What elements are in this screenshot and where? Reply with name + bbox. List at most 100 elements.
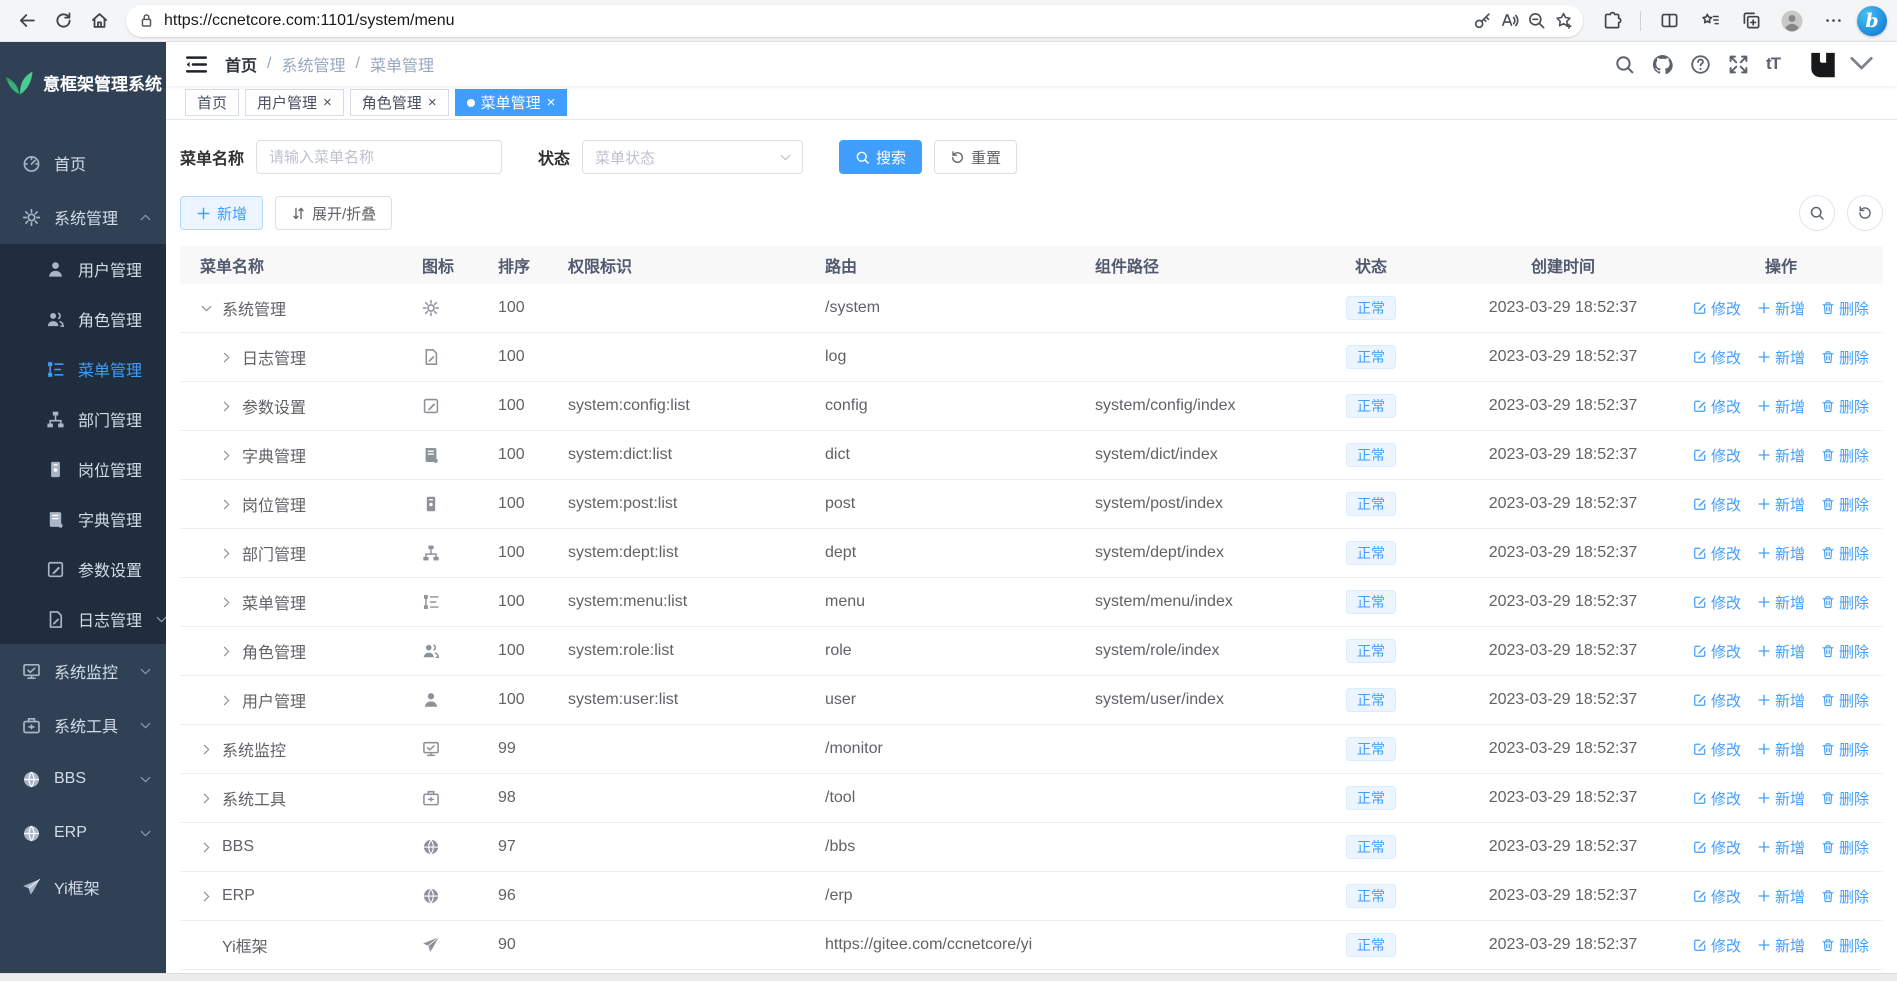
favorites-icon[interactable] (1693, 5, 1727, 37)
edit-link[interactable]: 修改 (1693, 445, 1741, 466)
delete-link[interactable]: 删除 (1821, 347, 1869, 368)
more-menu-icon[interactable] (1816, 5, 1850, 37)
toggle-search-button[interactable] (1799, 195, 1835, 231)
add-link[interactable]: 新增 (1757, 445, 1805, 466)
expand-caret-icon[interactable] (220, 351, 233, 364)
tab-close-icon[interactable]: × (546, 94, 556, 111)
add-link[interactable]: 新增 (1757, 396, 1805, 417)
expand-caret-icon[interactable] (200, 743, 213, 756)
delete-link[interactable]: 删除 (1821, 690, 1869, 711)
breadcrumb-item[interactable]: 系统管理 (281, 58, 346, 75)
reset-button[interactable]: 重置 (934, 140, 1018, 174)
delete-link[interactable]: 删除 (1821, 494, 1869, 515)
edit-link[interactable]: 修改 (1693, 396, 1741, 417)
sidebar-item-menu[interactable]: 菜单管理 (0, 344, 166, 394)
add-link[interactable]: 新增 (1757, 592, 1805, 613)
delete-link[interactable]: 删除 (1821, 396, 1869, 417)
reload-icon[interactable] (46, 5, 80, 37)
expand-caret-icon[interactable] (220, 645, 233, 658)
sidebar-item-monitor[interactable]: 系统监控 (0, 644, 166, 698)
sidebar-item-log[interactable]: 日志管理 (0, 594, 166, 644)
delete-link[interactable]: 删除 (1821, 445, 1869, 466)
edit-link[interactable]: 修改 (1693, 347, 1741, 368)
page-tab[interactable]: 首页 (185, 89, 240, 116)
sidebar-item-user[interactable]: 用户管理 (0, 244, 166, 294)
edit-link[interactable]: 修改 (1693, 543, 1741, 564)
back-icon[interactable] (10, 5, 44, 37)
add-link[interactable]: 新增 (1757, 788, 1805, 809)
add-link[interactable]: 新增 (1757, 935, 1805, 956)
edit-link[interactable]: 修改 (1693, 494, 1741, 515)
favorite-add-icon[interactable] (1554, 11, 1573, 30)
status-select[interactable]: 菜单状态 (582, 140, 804, 174)
sidebar-item-dept[interactable]: 部门管理 (0, 394, 166, 444)
expand-caret-icon[interactable] (220, 596, 233, 609)
delete-link[interactable]: 删除 (1821, 641, 1869, 662)
sidebar-item-gear[interactable]: 系统管理 (0, 190, 166, 244)
page-tab[interactable]: 用户管理 × (245, 89, 344, 116)
expand-caret-icon[interactable] (220, 694, 233, 707)
read-aloud-icon[interactable] (1500, 11, 1519, 30)
expand-caret-icon[interactable] (200, 302, 213, 315)
expand-caret-icon[interactable] (220, 498, 233, 511)
key-icon[interactable] (1473, 11, 1492, 30)
expand-caret-icon[interactable] (220, 547, 233, 560)
tab-close-icon[interactable]: × (427, 94, 437, 111)
sidebar-item-plane[interactable]: Yi框架 (0, 860, 166, 914)
user-menu[interactable] (1807, 48, 1878, 80)
add-link[interactable]: 新增 (1757, 298, 1805, 319)
delete-link[interactable]: 删除 (1821, 739, 1869, 760)
zoom-out-icon[interactable] (1527, 11, 1546, 30)
add-button[interactable]: 新增 (180, 196, 264, 230)
edit-link[interactable]: 修改 (1693, 935, 1741, 956)
page-tab[interactable]: 角色管理 × (349, 89, 449, 116)
add-link[interactable]: 新增 (1757, 886, 1805, 907)
sidebar-item-role[interactable]: 角色管理 (0, 294, 166, 344)
expand-caret-icon[interactable] (220, 400, 233, 413)
sidebar-item-globe[interactable]: ERP (0, 806, 166, 860)
sidebar-item-dict[interactable]: 字典管理 (0, 494, 166, 544)
search-button[interactable]: 搜索 (839, 140, 923, 174)
edit-link[interactable]: 修改 (1693, 641, 1741, 662)
home-icon[interactable] (82, 5, 116, 37)
delete-link[interactable]: 删除 (1821, 886, 1869, 907)
sidebar-item-globe[interactable]: BBS (0, 752, 166, 806)
help-icon[interactable] (1690, 54, 1711, 75)
expand-caret-icon[interactable] (200, 792, 213, 805)
expand-collapse-button[interactable]: 展开/折叠 (275, 196, 393, 230)
collapse-sidebar-icon[interactable] (185, 53, 208, 76)
edit-link[interactable]: 修改 (1693, 837, 1741, 858)
extensions-icon[interactable] (1595, 5, 1629, 37)
search-icon[interactable] (1614, 54, 1635, 75)
delete-link[interactable]: 删除 (1821, 592, 1869, 613)
sidebar-item-tool[interactable]: 系统工具 (0, 698, 166, 752)
menu-name-input[interactable] (256, 140, 503, 174)
page-tab[interactable]: 菜单管理 × (454, 89, 568, 116)
sidebar-item-dashboard[interactable]: 首页 (0, 136, 166, 190)
sidebar-item-post[interactable]: 岗位管理 (0, 444, 166, 494)
add-link[interactable]: 新增 (1757, 641, 1805, 662)
edit-link[interactable]: 修改 (1693, 690, 1741, 711)
url-text[interactable]: https://ccnetcore.com:1101/system/menu (164, 11, 455, 29)
edit-link[interactable]: 修改 (1693, 886, 1741, 907)
edit-link[interactable]: 修改 (1693, 739, 1741, 760)
edit-link[interactable]: 修改 (1693, 592, 1741, 613)
add-link[interactable]: 新增 (1757, 690, 1805, 711)
delete-link[interactable]: 删除 (1821, 935, 1869, 956)
delete-link[interactable]: 删除 (1821, 837, 1869, 858)
profile-avatar[interactable] (1775, 5, 1809, 37)
delete-link[interactable]: 删除 (1821, 298, 1869, 319)
add-link[interactable]: 新增 (1757, 347, 1805, 368)
breadcrumb-item[interactable]: 菜单管理 (369, 58, 434, 75)
delete-link[interactable]: 删除 (1821, 543, 1869, 564)
add-link[interactable]: 新增 (1757, 494, 1805, 515)
sidebar-item-config[interactable]: 参数设置 (0, 544, 166, 594)
fullscreen-icon[interactable] (1728, 54, 1749, 75)
expand-caret-icon[interactable] (200, 890, 213, 903)
breadcrumb-item[interactable]: 首页 (225, 58, 258, 75)
font-size-icon[interactable]: tT (1765, 54, 1781, 73)
delete-link[interactable]: 删除 (1821, 788, 1869, 809)
collections-icon[interactable] (1734, 5, 1768, 37)
edit-link[interactable]: 修改 (1693, 788, 1741, 809)
tab-close-icon[interactable]: × (323, 94, 332, 111)
